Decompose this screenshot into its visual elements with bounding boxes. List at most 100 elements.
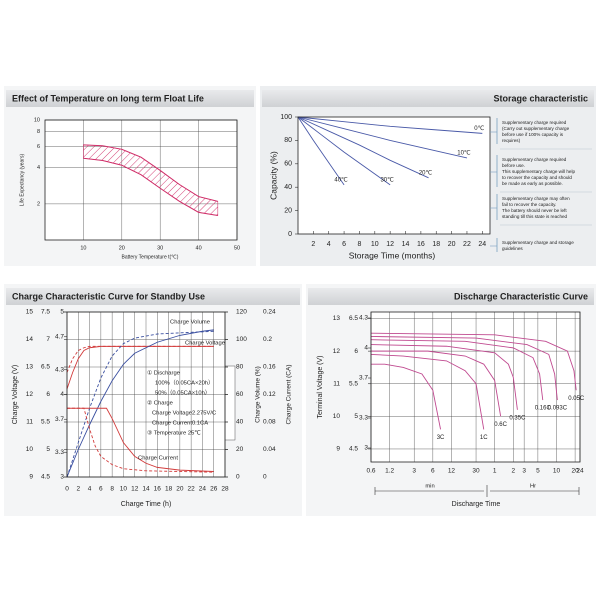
note-text: Supplementary charge required xyxy=(502,157,567,162)
series-line xyxy=(66,329,214,478)
y-tick-label: 4 xyxy=(37,165,40,171)
y-tick-label: 12 xyxy=(333,348,341,355)
y-tick-label: 5.5 xyxy=(349,380,358,387)
y-tick-label: 7 xyxy=(46,336,50,343)
series-line xyxy=(83,144,218,202)
x-tick-label: 1.2 xyxy=(385,468,394,475)
y-axis-label: Capacity (%) xyxy=(268,151,278,200)
y-tick-label: 60 xyxy=(284,161,292,168)
x-tick-label: 5 xyxy=(536,468,540,475)
y-tick-label: 4.7 xyxy=(55,333,64,340)
note-text: to recover the capacity and should xyxy=(502,175,572,180)
y-tick-label: 5 xyxy=(354,413,358,420)
x-tick-label: 20 xyxy=(448,241,456,248)
x-tick-label: 20 xyxy=(119,245,125,251)
x-tick-label: 14 xyxy=(142,486,150,493)
note-text: Supplementary charge may often xyxy=(502,196,570,201)
series-line xyxy=(83,157,218,217)
chart-title: Effect of Temperature on long term Float… xyxy=(12,93,204,103)
x-tick-label: 22 xyxy=(463,241,471,248)
y-tick-label: 5 xyxy=(46,446,50,453)
y-tick-label: 3.7 xyxy=(55,416,64,423)
y-tick-label: 8 xyxy=(37,129,40,135)
x-tick-label: 22 xyxy=(188,486,196,493)
y-tick-label: 3 xyxy=(364,445,368,452)
title-bar xyxy=(262,90,594,107)
series-label: 0.6C xyxy=(494,422,507,428)
y-tick-label: 6 xyxy=(354,348,358,355)
annotation: Charge Volume xyxy=(170,320,210,326)
x-tick-label: 16 xyxy=(154,486,162,493)
y-axis-label: Life Expectancy (years) xyxy=(19,154,25,207)
annotation: 100%（0.05CA×20h） xyxy=(155,380,214,387)
series-label: 10℃ xyxy=(457,150,471,157)
x-axis-label: Storage Time (months) xyxy=(349,250,436,260)
note-text: standing till this state is reached xyxy=(502,214,568,219)
plot-frame xyxy=(44,119,238,241)
annotation: Charge Voltage xyxy=(185,341,225,347)
x-tick-label: 4 xyxy=(88,486,92,493)
x-tick-label: 6 xyxy=(431,468,435,475)
annotation: Hr xyxy=(530,484,536,490)
y-tick-label: 3.3 xyxy=(359,415,368,422)
y-tick-label: 4 xyxy=(60,391,64,398)
annotation: ② Charge xyxy=(147,400,173,407)
y-tick-label: 20 xyxy=(236,446,244,453)
y-tick-label: 4.5 xyxy=(349,446,358,453)
x-tick-label: 28 xyxy=(221,486,229,493)
y-tick-label: 4.3 xyxy=(55,366,64,373)
series-line xyxy=(297,116,468,159)
y-tick-label: 3 xyxy=(60,474,64,481)
series-label: 3C xyxy=(437,435,445,441)
series-line xyxy=(370,336,558,401)
series-label: 0.05C xyxy=(568,396,585,402)
x-tick-label: 3 xyxy=(412,468,416,475)
y-tick-label: 11 xyxy=(26,419,33,426)
x-tick-label: 30 xyxy=(157,245,163,251)
series-label: 0℃ xyxy=(474,125,484,132)
x-tick-label: 50 xyxy=(234,245,240,251)
y-tick-label: 2 xyxy=(37,201,40,207)
plot-frame xyxy=(297,116,491,235)
y-axis-label: Charge Volume (%) xyxy=(255,366,262,423)
y-tick-label: 15 xyxy=(26,309,34,316)
series-line xyxy=(370,332,577,391)
y-tick-label: 9 xyxy=(336,446,340,453)
y-tick-label: 4 xyxy=(364,345,368,352)
x-tick-label: 14 xyxy=(402,241,410,248)
x-tick-label: 24 xyxy=(576,468,584,475)
y-tick-label: 40 xyxy=(284,184,292,191)
x-tick-label: 18 xyxy=(165,486,173,493)
y-tick-label: 20 xyxy=(284,207,292,214)
y-tick-label: 0 xyxy=(263,474,267,481)
y-tick-label: 6 xyxy=(37,144,40,150)
x-axis-label: Charge Time (h) xyxy=(121,501,172,508)
y-tick-label: 80 xyxy=(236,364,244,371)
x-tick-label: 18 xyxy=(432,241,440,248)
plot-area xyxy=(45,120,237,240)
annotation: Charge Current0.1CA xyxy=(152,421,208,427)
x-tick-label: 2 xyxy=(76,486,80,493)
x-tick-label: 12 xyxy=(386,241,394,248)
x-tick-label: 8 xyxy=(110,486,114,493)
x-tick-label: 10 xyxy=(120,486,128,493)
x-tick-label: 0 xyxy=(65,486,69,493)
x-tick-label: 0.6 xyxy=(366,468,375,475)
series-line xyxy=(297,116,429,179)
y-tick-label: 0.16 xyxy=(263,364,276,371)
annotation: Charge Voltage2.275V/C xyxy=(152,411,216,417)
x-tick-label: 1 xyxy=(493,468,497,475)
annotation: 50%（0.05CA×10h） xyxy=(155,390,211,397)
title-bar xyxy=(6,90,254,107)
series-label: 20℃ xyxy=(419,169,433,176)
y-tick-label: 0.24 xyxy=(263,309,276,316)
note-text: be made as early as possible. xyxy=(502,181,563,186)
series-line xyxy=(66,345,214,390)
note-text: requires) xyxy=(502,138,521,143)
y-tick-label: 0.08 xyxy=(263,419,276,426)
chart-title: Storage characteristic xyxy=(493,93,588,103)
y-axis-label: Terminal Voltage (V) xyxy=(317,355,324,418)
y-tick-label: 0.04 xyxy=(263,446,276,453)
y-tick-label: 3.7 xyxy=(359,375,368,382)
note-text: Supplementary charge and storage xyxy=(502,240,574,245)
